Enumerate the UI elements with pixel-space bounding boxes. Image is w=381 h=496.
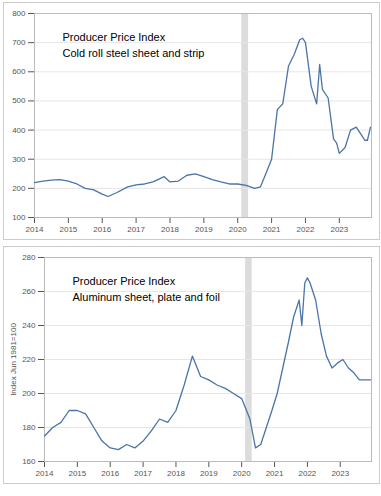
svg-text:2018: 2018 xyxy=(167,469,185,478)
svg-text:500: 500 xyxy=(12,96,26,105)
svg-text:200: 200 xyxy=(22,389,36,398)
svg-text:2016: 2016 xyxy=(93,225,111,234)
svg-text:Producer Price Index: Producer Price Index xyxy=(63,31,166,43)
svg-text:2016: 2016 xyxy=(101,469,119,478)
svg-text:2022: 2022 xyxy=(299,469,317,478)
svg-text:200: 200 xyxy=(12,184,26,193)
svg-text:2019: 2019 xyxy=(200,469,218,478)
svg-text:2020: 2020 xyxy=(233,469,251,478)
svg-text:Aluminum sheet, plate and foil: Aluminum sheet, plate and foil xyxy=(73,291,220,303)
svg-text:240: 240 xyxy=(22,321,36,330)
svg-text:280: 280 xyxy=(22,253,36,262)
svg-text:2014: 2014 xyxy=(26,225,44,234)
svg-text:2022: 2022 xyxy=(297,225,315,234)
svg-text:400: 400 xyxy=(12,126,26,135)
svg-text:2015: 2015 xyxy=(59,225,77,234)
svg-text:260: 260 xyxy=(22,287,36,296)
svg-text:Index Jun 1981=100: Index Jun 1981=100 xyxy=(9,323,18,396)
svg-text:180: 180 xyxy=(22,423,36,432)
svg-text:2021: 2021 xyxy=(266,469,284,478)
svg-text:2017: 2017 xyxy=(127,225,145,234)
svg-text:2018: 2018 xyxy=(161,225,179,234)
svg-text:100: 100 xyxy=(12,213,26,222)
svg-text:2021: 2021 xyxy=(263,225,281,234)
svg-text:2023: 2023 xyxy=(331,469,349,478)
svg-text:2015: 2015 xyxy=(68,469,86,478)
svg-text:Cold roll steel sheet and stri: Cold roll steel sheet and strip xyxy=(63,47,205,59)
svg-text:2020: 2020 xyxy=(229,225,247,234)
svg-text:2023: 2023 xyxy=(330,225,348,234)
svg-text:2014: 2014 xyxy=(36,469,54,478)
svg-text:700: 700 xyxy=(12,38,26,47)
svg-text:160: 160 xyxy=(22,457,36,466)
svg-text:Producer Price Index: Producer Price Index xyxy=(73,275,176,287)
svg-text:220: 220 xyxy=(22,355,36,364)
svg-text:2017: 2017 xyxy=(134,469,152,478)
svg-text:600: 600 xyxy=(12,67,26,76)
svg-text:2019: 2019 xyxy=(195,225,213,234)
svg-text:300: 300 xyxy=(12,155,26,164)
svg-text:800: 800 xyxy=(12,9,26,18)
